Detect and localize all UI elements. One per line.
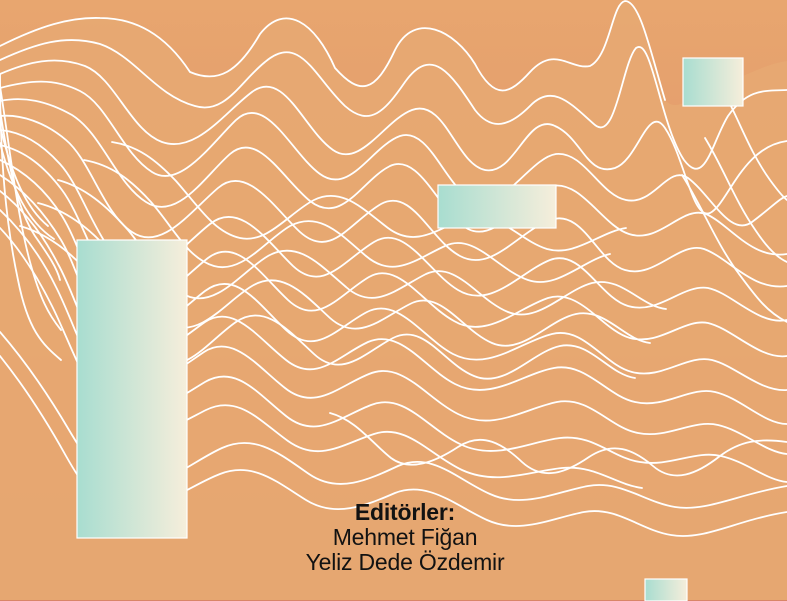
center-mint-panel: [437, 184, 557, 229]
editors-heading: Editörler:: [354, 499, 456, 525]
top-right-mint-panel: [682, 57, 744, 107]
bottom-right-mint-panel: [644, 578, 688, 601]
editors-credit-block: Editörler: Mehmet Fiğan Yeliz Dede Özdem…: [240, 500, 570, 574]
editor-name-2: Yeliz Dede Özdemir: [305, 548, 505, 575]
editor-name-1: Mehmet Fiğan: [332, 523, 478, 550]
vertical-mint-panel: [76, 239, 188, 539]
